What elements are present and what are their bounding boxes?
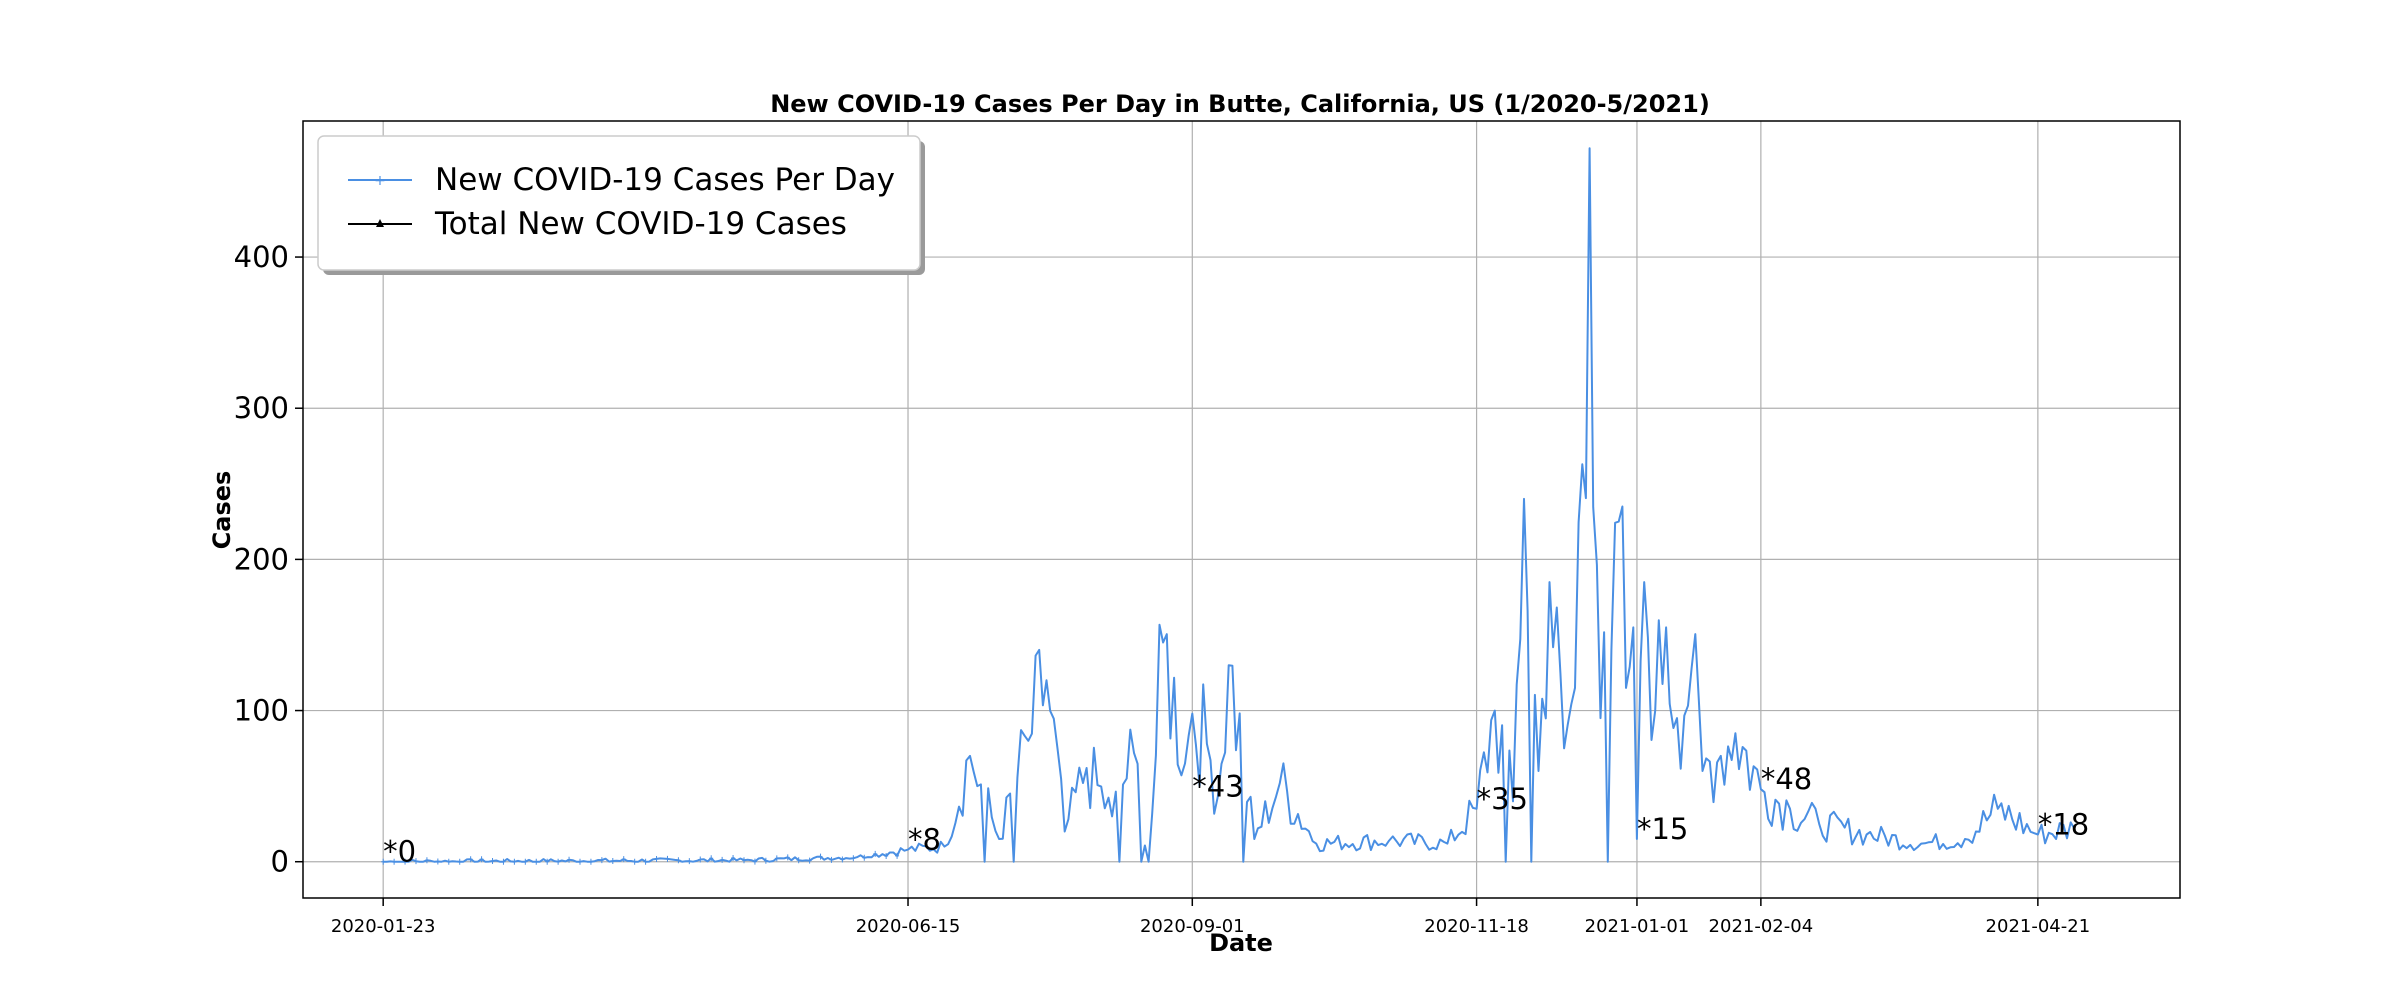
series-point-marker <box>512 858 517 865</box>
y-tick-label: 400 <box>234 240 289 274</box>
series-point-marker <box>763 857 768 864</box>
x-tick-label: 2020-09-01 <box>1140 916 1245 937</box>
legend-marker-total <box>376 219 384 227</box>
series-point-marker <box>599 857 604 864</box>
series-point-marker <box>731 855 736 862</box>
series-point-marker <box>435 858 440 865</box>
x-tick-label: 2020-01-23 <box>331 916 436 937</box>
series-point-marker <box>632 858 637 865</box>
annotation-label: *18 <box>2038 808 2089 842</box>
series-point-marker <box>446 858 451 865</box>
series-point-marker <box>665 855 670 862</box>
series-point-marker <box>403 858 408 865</box>
series-point-marker <box>829 856 834 863</box>
series-point-marker <box>720 856 725 863</box>
series-point-marker <box>588 858 593 865</box>
series-point-marker <box>523 858 528 865</box>
series-point-marker <box>424 857 429 864</box>
series-point-marker <box>501 858 506 865</box>
series-point-marker <box>413 858 418 865</box>
x-tick-label: 2021-02-04 <box>1709 916 1814 937</box>
series-point-marker <box>676 857 681 864</box>
series-point-marker <box>840 856 845 863</box>
legend-marker-new-cases: + <box>374 173 386 189</box>
series-point-marker <box>577 858 582 865</box>
series-point-marker <box>490 858 495 865</box>
series-point-marker <box>862 854 867 861</box>
y-tick-label: 100 <box>234 694 289 728</box>
series-point-marker <box>654 855 659 862</box>
series-point-marker <box>556 858 561 865</box>
series-point-marker <box>479 856 484 863</box>
series-point-marker <box>774 855 779 862</box>
series-point-marker <box>457 858 462 865</box>
series-point-marker <box>851 855 856 862</box>
x-tick-label: 2020-11-18 <box>1424 916 1529 937</box>
series-point-marker <box>796 857 801 864</box>
annotation-label: *15 <box>1637 812 1688 846</box>
series-point-marker <box>534 858 539 865</box>
series-point-marker <box>687 858 692 865</box>
axis-ticks: 2020-01-23 2020-06-15 2020-09-01 2020-11-18… <box>234 240 2091 937</box>
series-point-marker <box>567 856 572 863</box>
series-new-cases-line <box>381 147 2076 865</box>
plot-frame <box>302 120 2181 899</box>
series-point-marker <box>392 858 397 865</box>
x-tick-label: 2021-04-21 <box>1986 916 2091 937</box>
series-point-marker <box>752 858 757 865</box>
y-tick-label: 200 <box>234 542 289 576</box>
y-axis-label: Cases <box>208 471 236 550</box>
legend: + New COVID-19 Cases Per Day Total New C… <box>317 135 925 275</box>
series-point-marker <box>807 857 812 864</box>
series-point-marker <box>742 857 747 864</box>
x-tick-label: 2020-06-15 <box>856 916 961 937</box>
y-tick-label: 300 <box>234 391 289 425</box>
series-point-marker <box>895 852 900 859</box>
legend-box <box>317 135 921 271</box>
chart-title: New COVID-19 Cases Per Day in Butte, Cal… <box>770 90 1710 118</box>
legend-label-total: Total New COVID-19 Cases <box>434 206 847 242</box>
series-point-marker <box>621 856 626 863</box>
series-point-marker <box>545 858 550 865</box>
annotation-label: *43 <box>1192 770 1243 804</box>
annotations: *0 *8 *43 *35 *15 *48 *18 <box>383 762 2089 869</box>
annotation-label: *0 <box>383 835 416 869</box>
y-tick-label: 0 <box>271 845 289 879</box>
x-tick-label: 2021-01-01 <box>1585 916 1690 937</box>
series-point-marker <box>698 856 703 863</box>
x-axis-label: Date <box>1209 929 1273 957</box>
annotation-label: *35 <box>1477 782 1528 816</box>
series-point-marker <box>709 855 714 862</box>
annotation-label: *8 <box>908 823 941 857</box>
series-new-cases-path <box>383 147 2076 863</box>
series-point-marker <box>468 856 473 863</box>
series-point-marker <box>610 858 615 865</box>
series-point-marker <box>818 853 823 860</box>
legend-label-new-cases: New COVID-19 Cases Per Day <box>435 162 895 198</box>
series-point-marker <box>785 854 790 861</box>
series-point-marker <box>643 858 648 865</box>
annotation-label: *48 <box>1761 762 1812 796</box>
series-point-marker <box>884 852 889 859</box>
series-point-marker <box>873 850 878 857</box>
series-point-marker <box>381 858 386 865</box>
